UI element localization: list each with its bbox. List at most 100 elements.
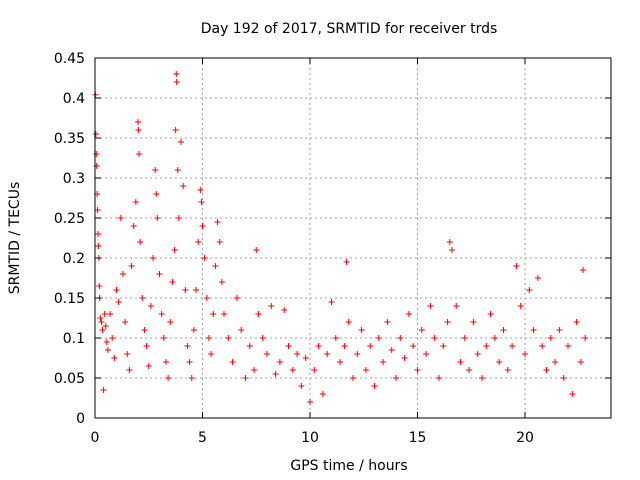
data-point xyxy=(255,311,262,317)
data-point xyxy=(582,335,589,341)
y-tick-label: 0.25 xyxy=(54,211,85,227)
data-point xyxy=(427,303,434,309)
data-point xyxy=(343,259,350,265)
data-point xyxy=(264,351,270,357)
data-point xyxy=(229,359,236,365)
data-point xyxy=(446,239,453,245)
data-point xyxy=(143,343,150,349)
data-point xyxy=(285,343,292,349)
data-point xyxy=(350,375,356,381)
data-point xyxy=(135,127,142,133)
data-point xyxy=(367,343,374,349)
data-point xyxy=(122,319,129,325)
data-point xyxy=(242,375,249,381)
data-point xyxy=(119,271,126,277)
data-point xyxy=(259,335,266,341)
data-point xyxy=(560,375,567,381)
data-point xyxy=(405,311,412,317)
y-axis-label: SRMTID / TECUs xyxy=(7,182,23,295)
data-point xyxy=(95,231,102,237)
data-point xyxy=(136,151,143,157)
data-point xyxy=(225,335,232,341)
data-point xyxy=(448,247,455,253)
data-point xyxy=(509,343,516,349)
data-point xyxy=(137,239,144,245)
data-point xyxy=(410,343,417,349)
data-point xyxy=(569,391,576,397)
data-point xyxy=(289,367,296,373)
axis-ticks xyxy=(94,57,611,419)
x-tick-labels: 0 5 10 15 20 xyxy=(91,430,534,446)
data-point xyxy=(126,367,133,373)
data-point xyxy=(479,375,485,381)
data-point xyxy=(246,343,253,349)
data-point xyxy=(171,247,178,253)
grid-lines xyxy=(95,58,611,418)
data-point xyxy=(418,327,425,333)
data-point xyxy=(565,343,571,349)
x-axis-label: GPS time / hours xyxy=(290,458,407,474)
data-point xyxy=(167,319,174,325)
data-point xyxy=(388,347,395,353)
data-point xyxy=(580,267,587,273)
data-point xyxy=(453,303,460,309)
data-point xyxy=(205,335,212,341)
data-point xyxy=(100,387,107,393)
data-point xyxy=(173,79,180,85)
plot-frame xyxy=(94,57,612,419)
data-point xyxy=(113,287,120,293)
data-point xyxy=(371,383,378,389)
data-point xyxy=(311,367,318,373)
data-point xyxy=(341,343,348,349)
data-point xyxy=(152,167,159,173)
data-point xyxy=(210,311,217,317)
data-point xyxy=(543,367,550,373)
data-point xyxy=(115,299,122,305)
data-point xyxy=(180,183,187,189)
y-tick-label: 0.15 xyxy=(54,291,85,307)
y-tick-label: 0.3 xyxy=(63,171,85,187)
data-point xyxy=(380,359,387,365)
data-point xyxy=(534,275,541,281)
data-point xyxy=(128,263,135,269)
data-point xyxy=(526,287,533,293)
data-point xyxy=(504,367,511,373)
x-tick-label: 15 xyxy=(409,430,427,446)
data-point xyxy=(414,367,421,373)
data-point xyxy=(132,199,139,205)
data-point xyxy=(201,255,208,261)
data-point xyxy=(530,327,537,333)
data-point xyxy=(556,327,563,333)
data-point xyxy=(238,327,245,333)
data-point xyxy=(103,339,110,345)
data-point xyxy=(218,279,225,285)
x-tick-label: 5 xyxy=(198,430,207,446)
data-point xyxy=(491,335,498,341)
data-point xyxy=(107,311,114,317)
data-point xyxy=(135,119,141,125)
data-point xyxy=(173,71,180,77)
data-point xyxy=(190,327,197,333)
data-point xyxy=(440,343,447,349)
data-point xyxy=(212,263,219,269)
data-point xyxy=(337,359,344,365)
data-point xyxy=(221,311,227,317)
x-tick-label: 10 xyxy=(301,430,319,446)
data-point xyxy=(199,223,206,229)
data-point xyxy=(186,359,193,365)
data-point xyxy=(315,343,322,349)
y-tick-label: 0.45 xyxy=(54,51,85,67)
data-point xyxy=(384,319,391,325)
data-point xyxy=(141,327,148,333)
data-point xyxy=(345,319,352,325)
data-point xyxy=(517,303,524,309)
data-point xyxy=(95,243,102,249)
x-tick-label: 0 xyxy=(91,430,100,446)
data-point xyxy=(153,191,160,197)
data-point xyxy=(466,367,473,373)
data-point xyxy=(496,359,503,365)
data-point xyxy=(156,271,163,277)
data-point xyxy=(178,139,184,145)
data-point xyxy=(354,351,361,357)
